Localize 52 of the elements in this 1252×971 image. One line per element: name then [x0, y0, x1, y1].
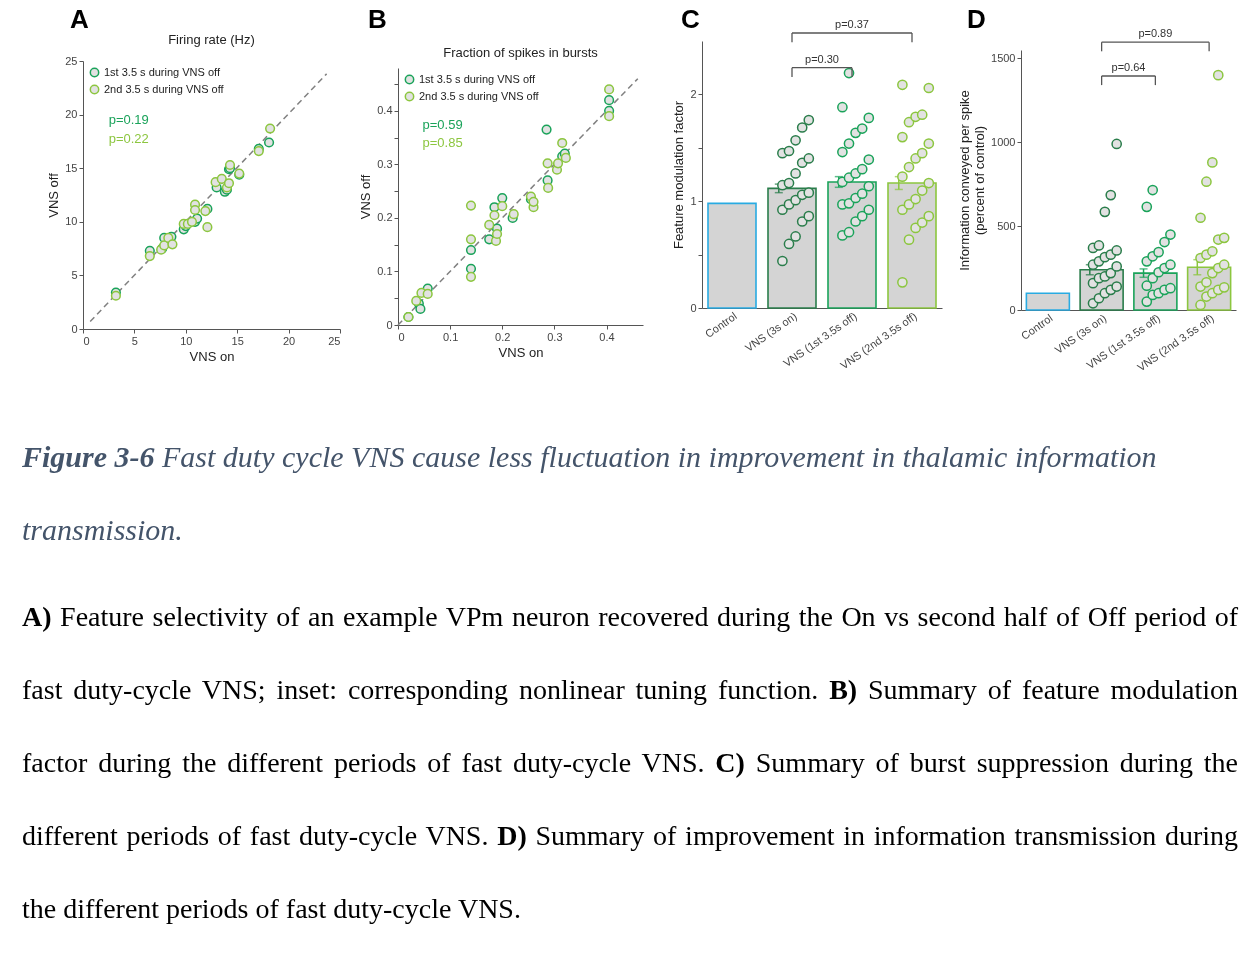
text: p=0.37 [835, 17, 869, 30]
y-axis-title: VNS off [46, 172, 62, 218]
text: D [967, 4, 986, 35]
y-axis-title: Information conveyed per spike (percent of control) [957, 90, 988, 271]
y-axis-title: VNS off [358, 174, 374, 220]
annotation: p=0.30 [805, 52, 839, 65]
annotation: p=0.64 [1111, 61, 1146, 73]
annotation: p=0.19 [108, 111, 149, 127]
chart-title: Fraction of spikes in bursts [443, 45, 599, 60]
x-tick-label: 25 [328, 334, 341, 347]
y-tick-label: 0.1 [377, 264, 393, 277]
x-tick-label: 0 [398, 330, 405, 343]
text: C [681, 4, 700, 35]
y-tick-label: 0.2 [377, 211, 393, 224]
x-tick-label: 0.4 [599, 330, 615, 343]
y-tick-label: 10 [65, 215, 78, 228]
x-axis-title: VNS on [189, 348, 235, 364]
y-tick-label: 25 [65, 54, 78, 67]
y-tick-label: 500 [997, 219, 1016, 232]
legend-label: 1st 3.5 s during VNS off [104, 65, 221, 78]
x-tick-label: 0.2 [495, 330, 511, 343]
y-tick-label: 1500 [991, 51, 1016, 64]
y-tick-label: 2 [690, 87, 697, 100]
y-tick-label: 1 [690, 194, 697, 207]
y-tick-label: 5 [71, 268, 78, 281]
y-tick-label: 1000 [991, 135, 1016, 148]
legend-label: 2nd 3.5 s during VNS off [104, 82, 225, 95]
annotation: p=0.22 [108, 130, 149, 146]
annotation: p=0.85 [422, 134, 463, 150]
y-tick-label: 0.4 [377, 104, 393, 117]
text: Figure 3-6 Fast duty cycle VNS cause less fluctuation in improvement in thalamic information transmission. [22, 440, 1157, 546]
text: B [368, 4, 387, 35]
x-axis-title: VNS on [498, 344, 544, 360]
x-tick-label: 0 [83, 334, 90, 347]
y-tick-label: 0.3 [377, 157, 393, 170]
x-tick-label: 15 [231, 334, 244, 347]
y-tick-label: 20 [65, 108, 78, 121]
y-axis-title: Feature modulation factor [671, 100, 687, 250]
x-tick-label: 0.3 [547, 330, 563, 343]
legend-label: 2nd 3.5 s during VNS off [419, 89, 540, 102]
x-tick-label: 0.1 [442, 330, 459, 343]
x-tick-label: 10 [180, 334, 193, 347]
x-tick-label: 20 [282, 334, 296, 347]
legend-label: 1st 3.5 s during VNS off [419, 72, 536, 85]
x-tick-label: 5 [131, 334, 138, 347]
y-tick-label: 0 [690, 301, 697, 314]
text: p=0.89 [1138, 27, 1173, 40]
text: A [70, 4, 89, 35]
text: A) Feature selectivity of an example VPm neuron recovered during the On vs second half of Off period of fast duty-cycle VNS; inset: corresponding nonlinear tuning function. B) Summary of feature modulation factor during the different periods of fast duty-cycle VNS. C) Summary of burst suppression during the different periods of fast duty-cycle VNS. D) Summary of improvement in information transmission during the different periods of fast duty-cycle VNS. [22, 601, 1238, 924]
y-tick-label: 15 [65, 161, 78, 174]
annotation: p=0.59 [422, 116, 463, 132]
chart-title: Firing rate (Hz) [168, 32, 255, 47]
